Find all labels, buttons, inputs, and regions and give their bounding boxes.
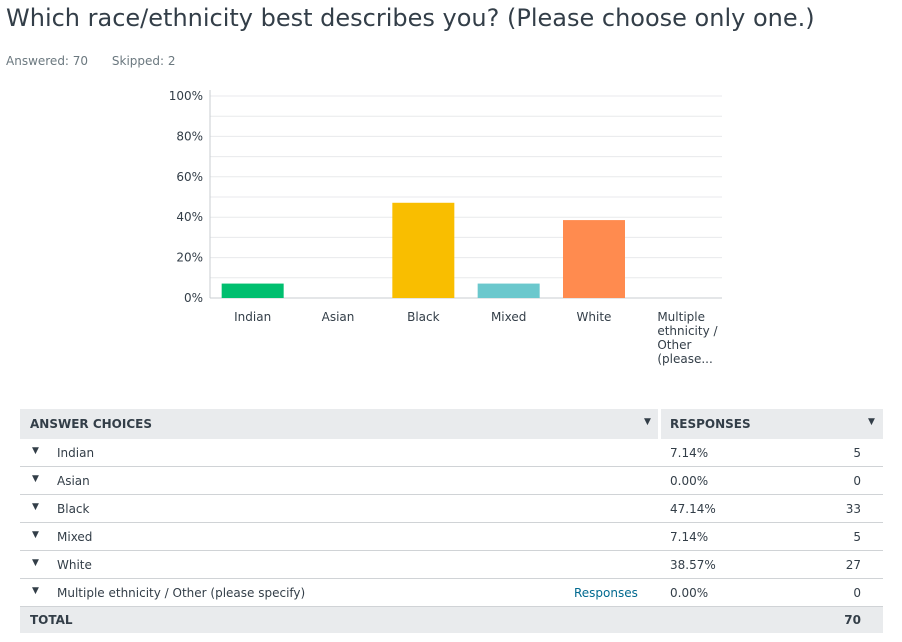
response-stats: Answered: 70 Skipped: 2 [6, 54, 196, 68]
bar [221, 283, 284, 298]
response-count: 5 [853, 446, 861, 460]
table-row: ▼ Indian 7.14% 5 [20, 439, 883, 467]
answer-label: Mixed [57, 530, 93, 544]
responses-table: ANSWER CHOICES ▼ RESPONSES ▼ ▼ Indian 7.… [20, 409, 883, 633]
expand-row-icon[interactable]: ▼ [32, 502, 39, 512]
response-percent: 7.14% [670, 530, 709, 544]
y-tick-label: 60% [176, 170, 203, 184]
response-percent: 0.00% [670, 474, 709, 488]
table-header: ANSWER CHOICES ▼ RESPONSES ▼ [20, 409, 883, 439]
table-row: ▼ Multiple ethnicity / Other (please spe… [20, 579, 883, 607]
bar [392, 202, 455, 298]
bar-chart: 0% 20% 40% 60% 80% 100% Indian Asian Black Mixed W… [169, 89, 722, 366]
sort-answer-icon[interactable]: ▼ [644, 417, 651, 427]
expand-row-icon[interactable]: ▼ [32, 530, 39, 540]
answer-label: Black [57, 502, 90, 516]
table-row: ▼ White 38.57% 27 [20, 551, 883, 579]
bar [477, 283, 540, 298]
table-total-row: TOTAL 70 [20, 607, 883, 633]
response-count: 27 [845, 558, 861, 572]
response-count: 0 [853, 474, 861, 488]
total-label: TOTAL [30, 613, 73, 627]
table-row: ▼ Asian 0.00% 0 [20, 467, 883, 495]
x-tick-label: White [577, 310, 612, 324]
x-tick-label: Multiple ethnicity / Other (please... [657, 310, 718, 366]
x-tick-label: Mixed [491, 310, 526, 324]
answer-label: Indian [57, 446, 95, 460]
expand-row-icon[interactable]: ▼ [32, 446, 39, 456]
y-tick-label: 20% [176, 251, 203, 265]
expand-row-icon[interactable]: ▼ [32, 586, 39, 596]
skipped-count: Skipped: 2 [111, 54, 176, 68]
y-tick-label: 0% [184, 291, 203, 305]
response-percent: 47.14% [670, 502, 716, 516]
table-row: ▼ Mixed 7.14% 5 [20, 523, 883, 551]
answer-label: White [57, 558, 92, 572]
y-tick-label: 80% [176, 129, 203, 143]
expand-row-icon[interactable]: ▼ [32, 474, 39, 484]
expand-row-icon[interactable]: ▼ [32, 558, 39, 568]
x-tick-label: Black [407, 310, 440, 324]
x-tick-label: Asian [322, 310, 355, 324]
response-count: 33 [845, 502, 861, 516]
total-value: 70 [844, 613, 861, 627]
answer-label: Multiple ethnicity / Other (please speci… [57, 586, 306, 600]
response-count: 0 [853, 586, 861, 600]
question-title: Which race/ethnicity best describes you?… [6, 4, 815, 32]
responses-header[interactable]: RESPONSES [670, 417, 751, 431]
response-percent: 7.14% [670, 446, 709, 460]
x-tick-label: Indian [234, 310, 271, 324]
y-tick-label: 100% [169, 89, 203, 103]
header-divider [658, 409, 661, 439]
answer-choices-header[interactable]: ANSWER CHOICES [30, 417, 152, 431]
response-percent: 0.00% [670, 586, 709, 600]
sort-responses-icon[interactable]: ▼ [868, 417, 875, 427]
bar [563, 220, 625, 298]
answer-label: Asian [57, 474, 90, 488]
answered-count: Answered: 70 [6, 54, 89, 68]
table-row: ▼ Black 47.14% 33 [20, 495, 883, 523]
response-percent: 38.57% [670, 558, 716, 572]
responses-link[interactable]: Responses [574, 586, 638, 600]
y-tick-label: 40% [176, 210, 203, 224]
response-count: 5 [853, 530, 861, 544]
